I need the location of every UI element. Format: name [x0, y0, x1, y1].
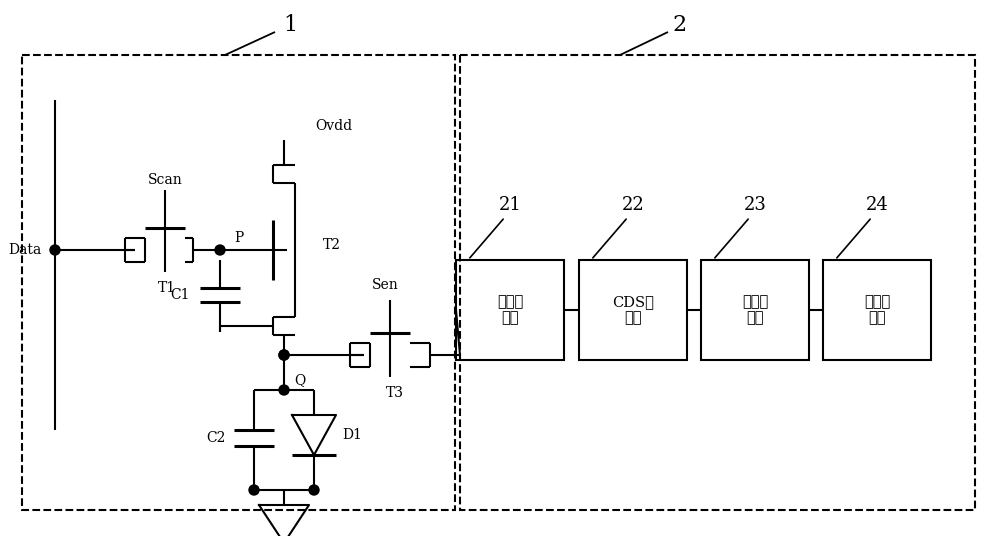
Text: T1: T1	[158, 281, 176, 295]
Text: T3: T3	[386, 386, 404, 400]
Circle shape	[249, 485, 259, 495]
Bar	[22, 55, 455, 510]
Text: C2: C2	[207, 431, 226, 445]
Text: 24: 24	[866, 196, 888, 214]
Text: 模数转
换器: 模数转 换器	[742, 295, 768, 325]
Text: Scan: Scan	[148, 173, 182, 187]
Text: Sen: Sen	[372, 278, 398, 292]
Circle shape	[50, 245, 60, 255]
Text: Q: Q	[294, 373, 305, 387]
Text: 2: 2	[673, 14, 687, 36]
Bar	[701, 260, 809, 360]
Text: 电流积
分器: 电流积 分器	[497, 295, 523, 325]
Text: P: P	[234, 231, 243, 245]
Circle shape	[279, 385, 289, 395]
Bar	[579, 260, 687, 360]
Text: C1: C1	[170, 288, 190, 302]
Text: D1: D1	[342, 428, 362, 442]
Text: 23: 23	[744, 196, 766, 214]
Circle shape	[309, 485, 319, 495]
Text: 21: 21	[499, 196, 521, 214]
Bar	[823, 260, 931, 360]
Circle shape	[279, 350, 289, 360]
Circle shape	[215, 245, 225, 255]
Text: 中央处
理器: 中央处 理器	[864, 295, 890, 325]
Bar	[456, 260, 564, 360]
Text: T2: T2	[323, 238, 341, 252]
Bar	[460, 55, 975, 510]
Text: Data: Data	[9, 243, 42, 257]
Text: CDS采
样器: CDS采 样器	[612, 295, 654, 325]
Text: Ovdd: Ovdd	[315, 119, 352, 133]
Text: 22: 22	[622, 196, 644, 214]
Text: 1: 1	[283, 14, 297, 36]
Circle shape	[279, 350, 289, 360]
